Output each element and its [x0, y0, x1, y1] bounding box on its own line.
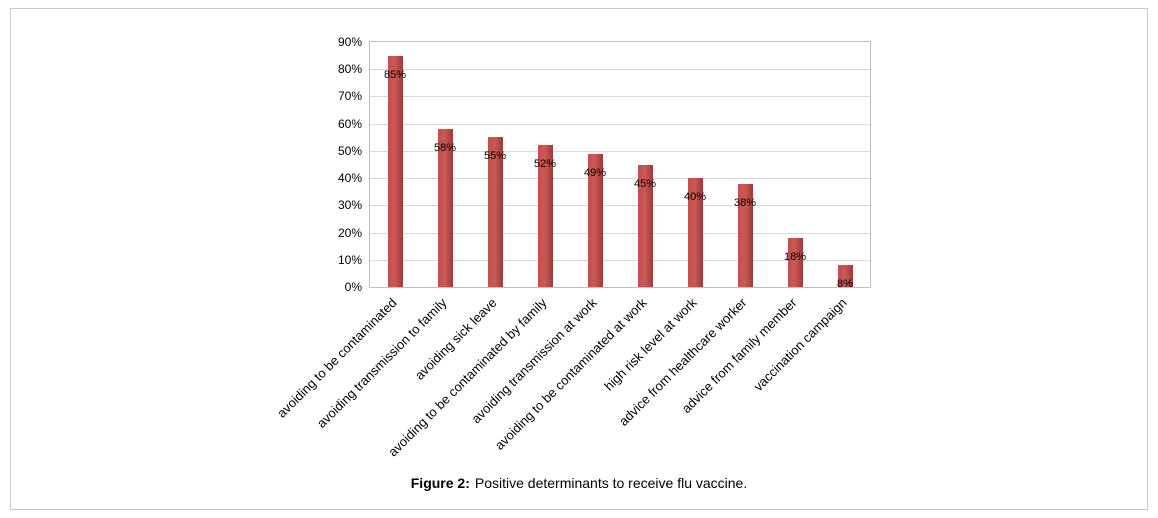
bar-value-label: 85%	[383, 68, 407, 81]
bar-value-label: 18%	[783, 251, 807, 263]
y-axis-tick: 50%	[337, 143, 362, 158]
bar-value-label: 45%	[633, 177, 657, 190]
bar-value-label: 40%	[683, 191, 707, 204]
bar-value-label: 49%	[583, 166, 607, 179]
gridline	[370, 69, 870, 71]
bar	[737, 183, 753, 287]
y-axis-tick: 90%	[337, 35, 362, 49]
gridline	[370, 150, 870, 152]
bar	[537, 145, 553, 287]
y-axis-tick: 80%	[337, 62, 362, 77]
bar	[437, 129, 453, 287]
gridline	[370, 96, 870, 98]
plot-area: 0% 10% 20% 30% 40% 50% 60% 70% 80% 90% 85% avoiding…	[274, 35, 871, 459]
bar	[637, 164, 653, 287]
figure-caption: Figure 2: Positive determinants to receiv…	[11, 475, 1147, 491]
y-axis-tick: 60%	[337, 116, 362, 131]
gridline	[370, 123, 870, 125]
bar	[787, 238, 803, 287]
figure-caption-text: Positive determinants to receive flu vac…	[474, 475, 748, 491]
bar-value-label: 38%	[733, 196, 757, 209]
y-axis-tick: 20%	[337, 225, 362, 240]
figure-frame: 0% 10% 20% 30% 40% 50% 60% 70% 80% 90% 85% avoiding…	[10, 8, 1148, 510]
gridline	[370, 259, 870, 261]
y-axis-tick: 10%	[337, 252, 362, 267]
bar-value-label: 8%	[837, 278, 853, 291]
bar-value-label: 58%	[433, 142, 457, 155]
bar	[837, 265, 853, 287]
gridline	[370, 205, 870, 207]
bar	[587, 153, 603, 287]
y-axis-tick: 0%	[344, 280, 362, 294]
bar-value-label: 55%	[483, 150, 507, 163]
gridline	[370, 232, 870, 234]
y-axis-tick: 30%	[337, 198, 362, 213]
figure-caption-label: Figure 2:	[410, 475, 470, 491]
bar-value-label: 52%	[533, 158, 557, 171]
y-axis-tick: 70%	[337, 89, 362, 104]
bar	[387, 55, 403, 287]
gridline	[370, 178, 870, 180]
bar	[487, 137, 503, 287]
bar	[687, 178, 703, 287]
y-axis-tick: 40%	[337, 171, 362, 186]
